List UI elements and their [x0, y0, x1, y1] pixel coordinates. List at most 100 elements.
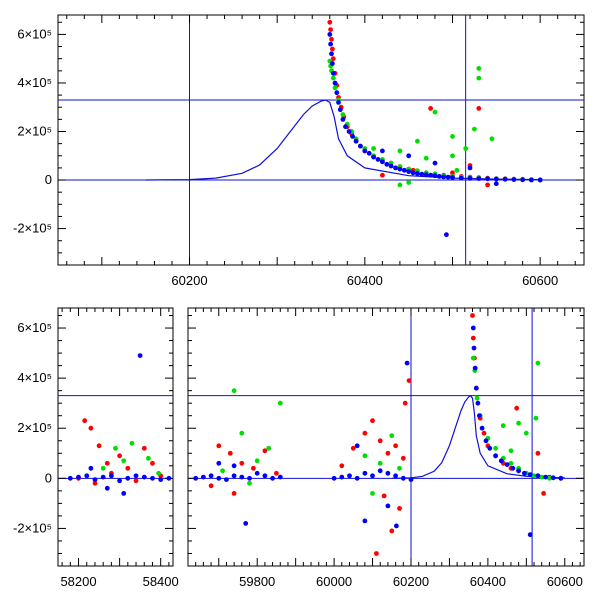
data-point	[125, 475, 131, 481]
data-point	[117, 453, 122, 459]
y-tick-label: 4×10⁵	[17, 370, 52, 385]
y-tick-label: 0	[45, 172, 52, 187]
data-point	[428, 172, 433, 178]
data-point	[227, 450, 233, 456]
data-point	[88, 425, 94, 431]
data-point	[84, 473, 90, 479]
data-point	[419, 171, 425, 177]
data-series	[76, 313, 564, 556]
data-point	[444, 232, 449, 238]
data-point	[406, 169, 412, 175]
x-tick-label: 58200	[60, 574, 96, 589]
data-point	[500, 423, 506, 429]
data-point	[470, 335, 476, 341]
data-point	[208, 473, 214, 479]
data-point	[67, 475, 73, 481]
data-point	[476, 66, 482, 71]
data-point	[100, 465, 106, 471]
data-point	[493, 445, 498, 451]
data-point	[498, 458, 504, 464]
data-point	[334, 90, 340, 96]
data-point	[393, 443, 398, 449]
y-tick-label: 4×10⁵	[17, 75, 52, 90]
data-point	[350, 445, 356, 451]
data-series	[327, 58, 543, 188]
data-point	[193, 475, 199, 481]
data-point	[377, 460, 383, 466]
data-point	[406, 378, 412, 383]
data-point	[113, 445, 118, 451]
data-point	[374, 551, 379, 556]
data-point	[493, 453, 498, 459]
data-point	[247, 475, 252, 481]
data-point	[224, 477, 229, 482]
data-point	[247, 480, 252, 486]
data-point	[121, 491, 127, 496]
data-series	[100, 355, 552, 496]
data-point	[354, 475, 360, 481]
data-point	[231, 491, 237, 496]
data-point	[397, 465, 402, 471]
data-point	[330, 61, 335, 66]
data-point	[141, 474, 147, 480]
data-point	[388, 163, 394, 169]
data-point	[535, 450, 541, 456]
model-curve	[391, 394, 565, 479]
data-point	[125, 465, 131, 471]
data-point	[479, 425, 485, 431]
data-point	[274, 470, 279, 476]
data-point	[239, 474, 245, 480]
data-point	[343, 124, 348, 130]
data-point	[408, 477, 414, 482]
data-point	[329, 36, 334, 42]
data-point	[471, 345, 477, 351]
data-point	[470, 313, 475, 318]
data-point	[220, 468, 226, 474]
top-panel: -2×10⁵ 0 2×10⁵ 4×10⁵ 6×10⁵ 60200 60400 60600	[13, 14, 585, 288]
data-point	[254, 470, 260, 476]
data-point	[150, 475, 155, 481]
data-point	[393, 165, 398, 171]
data-point	[543, 474, 548, 480]
data-point	[150, 460, 155, 466]
data-point	[406, 153, 412, 159]
data-point	[432, 109, 438, 115]
data-point	[243, 521, 249, 526]
data-point	[476, 176, 482, 182]
data-point	[397, 148, 403, 154]
y-tick-label: -2×10⁵	[13, 221, 52, 236]
data-point	[380, 172, 385, 178]
data-point	[535, 473, 541, 479]
data-point	[332, 80, 338, 86]
plot-frame	[57, 307, 174, 567]
data-point	[481, 430, 487, 436]
data-point	[346, 129, 352, 134]
data-point	[371, 146, 376, 151]
data-point	[385, 450, 391, 456]
data-point	[327, 32, 333, 37]
data-point	[393, 473, 398, 479]
data-point	[539, 474, 545, 480]
data-point	[377, 438, 383, 444]
data-point	[450, 134, 455, 139]
data-point	[531, 473, 537, 479]
data-point	[330, 46, 335, 52]
data-point	[370, 491, 375, 496]
data-point	[146, 455, 151, 461]
data-point	[483, 438, 489, 444]
data-point	[485, 176, 490, 182]
data-point	[381, 493, 387, 499]
data-point	[362, 470, 368, 476]
data-point	[537, 177, 543, 183]
data-point	[366, 150, 372, 156]
data-point	[117, 478, 122, 484]
data-point	[550, 475, 556, 481]
data-point	[533, 415, 539, 421]
data-point	[270, 475, 275, 481]
data-point	[467, 165, 473, 171]
data-point	[415, 171, 420, 176]
data-point	[337, 107, 343, 113]
data-point	[362, 453, 368, 459]
data-point	[493, 181, 499, 187]
data-point	[380, 148, 385, 154]
